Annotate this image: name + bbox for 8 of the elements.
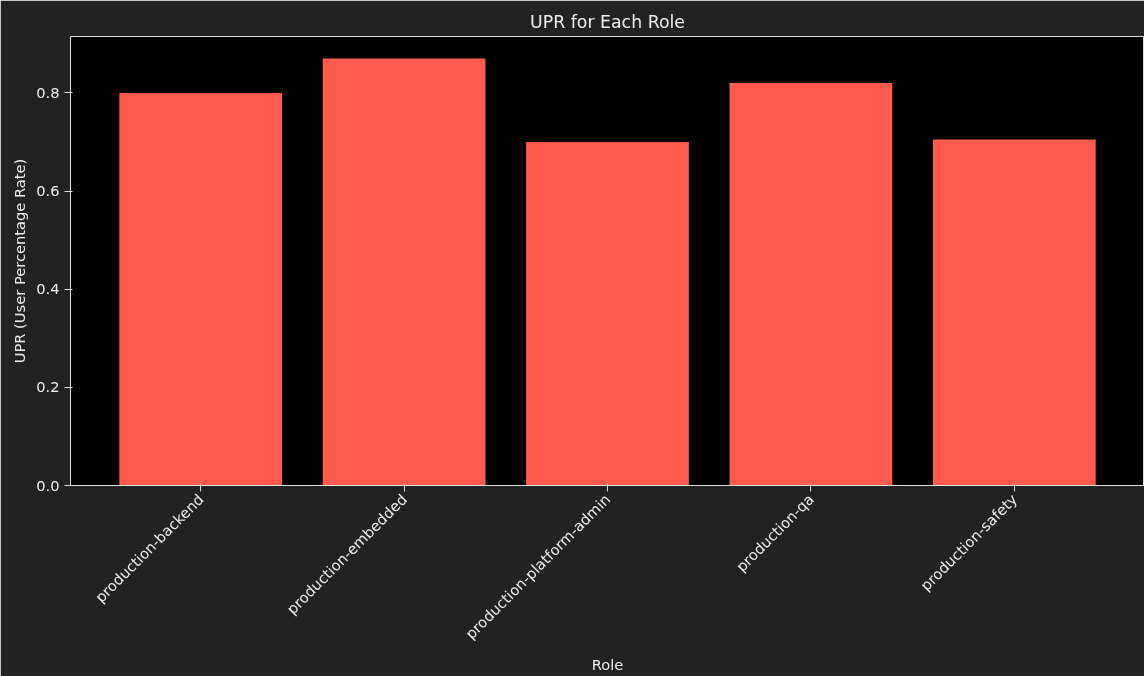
chart-title: UPR for Each Role xyxy=(530,11,685,32)
y-axis-title: UPR (User Percentage Rate) xyxy=(11,158,29,364)
y-tick-label: 0.8 xyxy=(36,83,60,101)
x-axis-title: Role xyxy=(591,656,624,674)
y-tick-label: 0.6 xyxy=(36,182,60,200)
y-tick-label: 0.0 xyxy=(36,476,60,494)
y-tick-label: 0.4 xyxy=(36,280,60,298)
y-tick-label: 0.2 xyxy=(36,378,60,396)
